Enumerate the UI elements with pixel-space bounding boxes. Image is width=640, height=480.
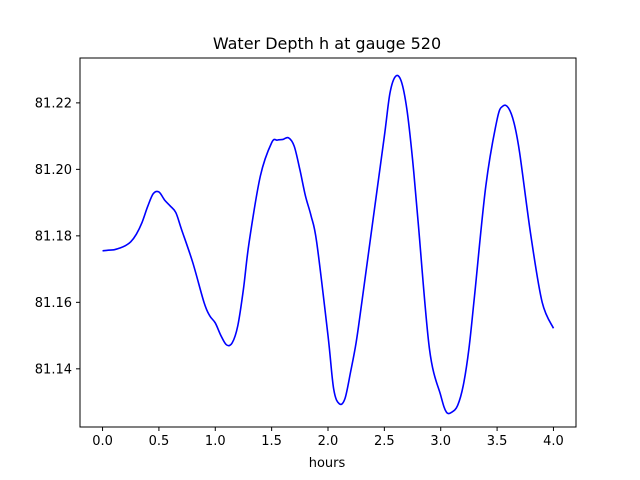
plot-area [102,74,555,415]
axes-frame [79,57,577,428]
x-tick-label: 1.5 [261,434,282,449]
y-axis-ticks: 81.14 81.16 81.18 81.20 81.22 [35,96,80,377]
x-tick-label: 0.5 [149,434,170,449]
y-tick-label: 81.14 [35,362,72,377]
x-axis-ticks: 0.0 0.5 1.0 1.5 2.0 2.5 3.0 3.5 4.0 [92,427,564,449]
y-tick-label: 81.16 [35,296,72,311]
y-tick-label: 81.20 [35,163,72,178]
x-axis-label: hours [309,456,346,471]
x-tick-label: 2.0 [318,434,339,449]
y-tick-label: 81.18 [35,229,72,244]
chart-title: Water Depth h at gauge 520 [213,34,441,53]
x-tick-label: 2.5 [374,434,395,449]
x-tick-label: 4.0 [543,434,564,449]
y-tick-label: 81.22 [35,96,72,111]
x-tick-label: 0.0 [92,434,113,449]
series-line-0 [102,74,555,415]
x-tick-label: 3.0 [430,434,451,449]
x-tick-label: 3.5 [487,434,508,449]
x-tick-label: 1.0 [205,434,226,449]
